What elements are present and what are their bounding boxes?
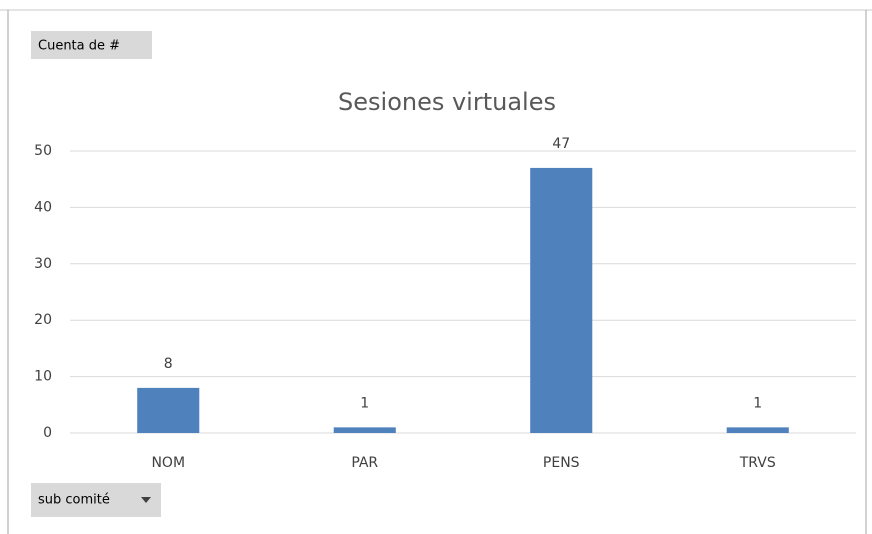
x-tick-label: PAR	[351, 455, 378, 471]
data-label: 47	[552, 136, 570, 152]
y-tick-label: 30	[34, 256, 52, 272]
x-tick-label: PENS	[543, 455, 580, 471]
values-field-label: Cuenta de #	[38, 39, 120, 54]
data-label: 8	[164, 356, 173, 372]
axis-field-label: sub comité	[38, 493, 110, 508]
x-tick-label: NOM	[151, 455, 185, 471]
y-tick-label: 20	[34, 312, 52, 328]
data-label: 1	[360, 395, 369, 411]
x-tick-label: TRVS	[739, 455, 776, 471]
y-tick-label: 40	[34, 199, 52, 215]
dropdown-arrow	[141, 497, 151, 503]
bar	[137, 387, 200, 433]
bar	[333, 427, 396, 433]
bar	[530, 167, 593, 434]
y-tick-label: 10	[34, 369, 52, 385]
chart-title: Sesiones virtuales	[338, 88, 556, 116]
data-label: 1	[753, 395, 762, 411]
axis-field-button[interactable]	[31, 483, 161, 517]
bar	[726, 427, 789, 433]
y-tick-label: 50	[34, 143, 52, 159]
values-field-button[interactable]	[31, 31, 152, 59]
y-tick-label: 0	[43, 425, 52, 441]
